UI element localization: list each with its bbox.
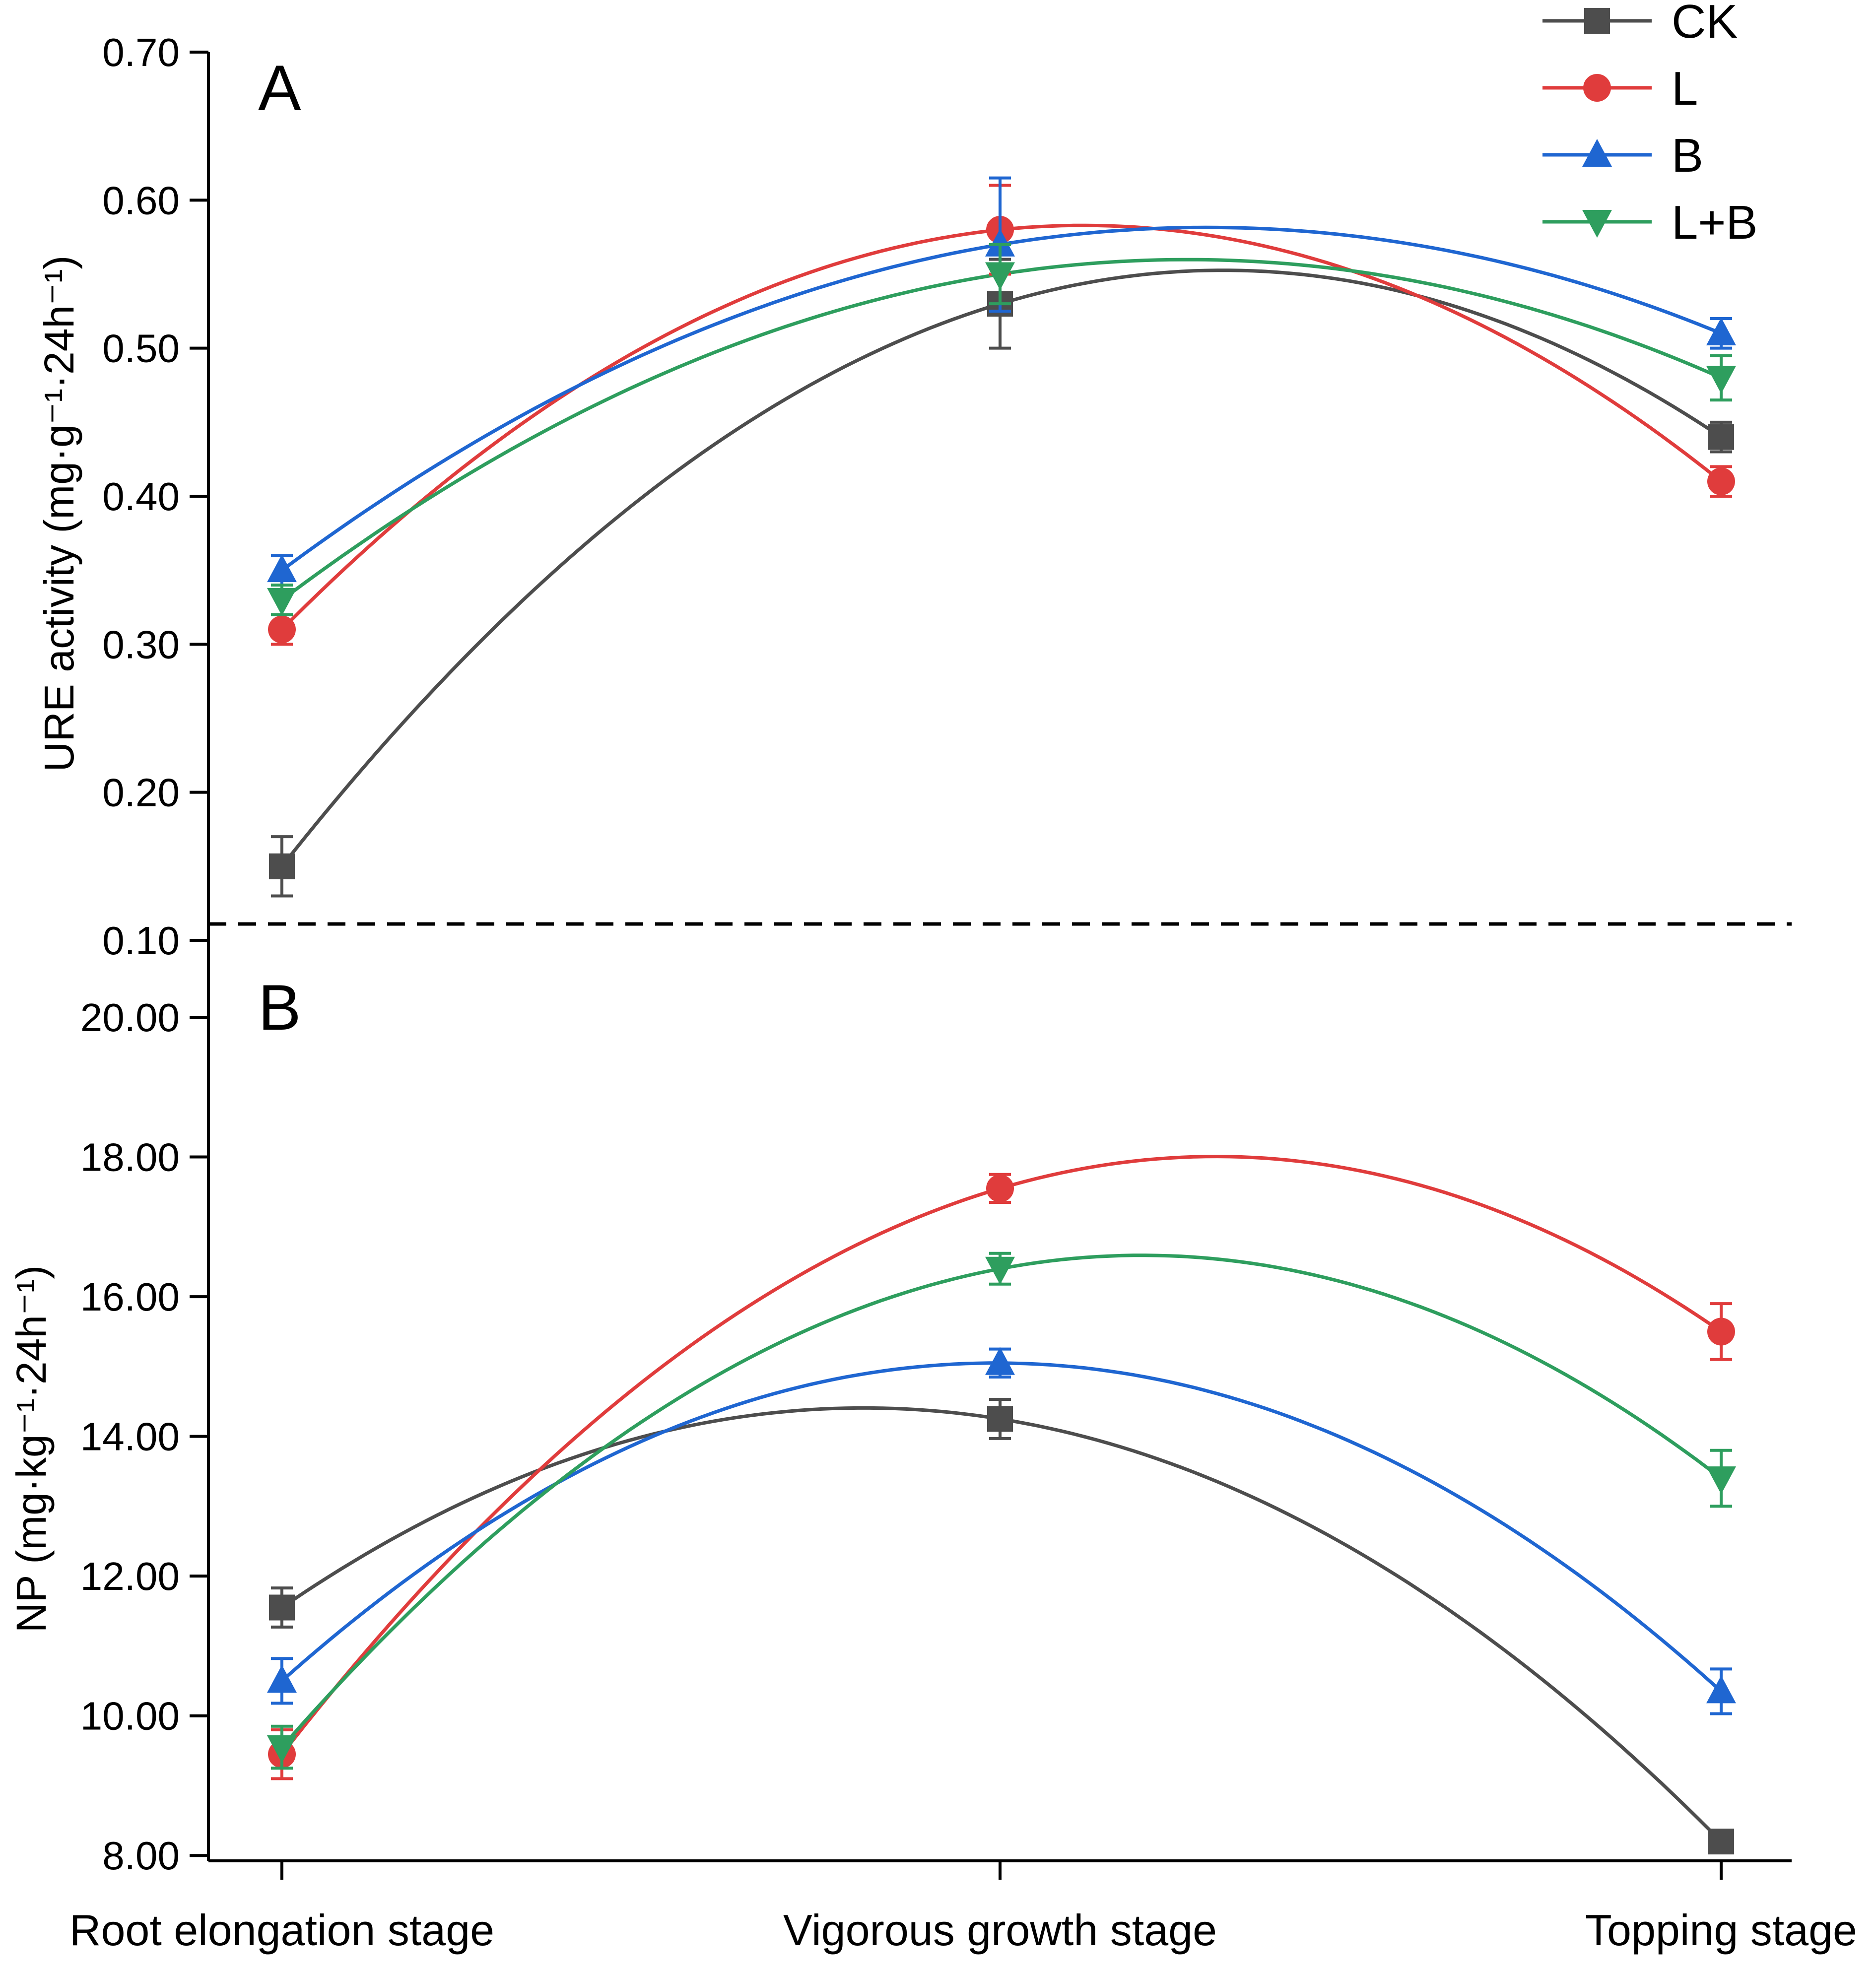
series-line-l-plus-b-panel-b (280, 1253, 1723, 1749)
series-line-l-panel-b (280, 1155, 1722, 1756)
y-tick-label-panel-a: 0.60 (102, 178, 180, 222)
data-point-ck-vigorous-growth-stage-panel-b (987, 1406, 1013, 1432)
x-category-label-topping: Topping stage (1585, 1906, 1857, 1955)
labels: A B URE activity (mg·g⁻¹·24h⁻¹) NP (mg·k… (8, 52, 1857, 1955)
series-line-ck-panel-a (280, 268, 1722, 867)
data-point-b-topping-stage-panel-b (1706, 1675, 1736, 1704)
x-category-label-vigorous-growth: Vigorous growth stage (783, 1906, 1217, 1955)
data-point-b-topping-stage-panel-a (1706, 317, 1736, 345)
data-point-l-plus-b-vigorous-growth-stage-panel-b (985, 1256, 1015, 1285)
y-axis-title-ure: URE activity (mg·g⁻¹·24h⁻¹) (36, 256, 82, 772)
y-tick-label-panel-b: 12.00 (80, 1554, 180, 1598)
data-point-b-root-elongation-stage-panel-b (267, 1665, 297, 1693)
data-point-l-plus-b-root-elongation-stage-panel-a (267, 588, 297, 616)
legend-item-b: B (1542, 129, 1703, 182)
data-point-l-plus-b-topping-stage-panel-a (1706, 366, 1736, 394)
y-tick-label-panel-b: 10.00 (80, 1694, 180, 1738)
legend-marker-ck (1584, 8, 1610, 34)
y-axis-title-np: NP (mg·kg⁻¹·24h⁻¹) (8, 1265, 55, 1633)
y-tick-label-panel-a: 0.50 (102, 327, 180, 371)
panel-b-label: B (258, 971, 301, 1044)
axes (207, 52, 1792, 1880)
legend-label-ck: CK (1672, 0, 1738, 48)
legend-label-b: B (1672, 129, 1703, 182)
legend-item-l: L (1542, 62, 1698, 115)
panel-a-label: A (258, 52, 301, 124)
data-points (267, 176, 1736, 1855)
legend-marker-l (1583, 74, 1611, 102)
series-line-ck-panel-b (281, 1406, 1723, 1843)
y-axis-ticks: 0.10 0.20 0.30 0.40 0.50 0.60 0.70 8.00 10.00 12.… (80, 30, 208, 1878)
legend-item-l-plus-b: L+B (1542, 196, 1757, 249)
legend: CK LB L+B (1542, 0, 1757, 249)
series-lines (280, 223, 1723, 1843)
y-tick-label-panel-b: 18.00 (80, 1135, 180, 1180)
legend-marker-b (1582, 139, 1612, 167)
legend-label-l-plus-b: L+B (1672, 196, 1757, 249)
data-point-l-plus-b-vigorous-growth-stage-panel-a (985, 262, 1015, 290)
data-point-ck-root-elongation-stage-panel-a (269, 853, 295, 879)
y-tick-label-panel-a: 0.20 (102, 771, 180, 815)
data-point-ck-root-elongation-stage-panel-b (269, 1594, 295, 1621)
x-category-label-root-elongation: Root elongation stage (69, 1906, 494, 1955)
y-tick-label-panel-a: 0.70 (102, 30, 180, 74)
y-tick-label-panel-a: 0.10 (102, 919, 180, 963)
legend-marker-l-plus-b (1582, 210, 1612, 238)
data-point-ck-topping-stage-panel-a (1708, 424, 1734, 450)
y-tick-label-panel-b: 14.00 (80, 1415, 180, 1459)
data-point-b-vigorous-growth-stage-panel-a (985, 228, 1015, 257)
data-point-l-topping-stage-panel-a (1707, 467, 1735, 496)
data-point-b-root-elongation-stage-panel-a (267, 554, 297, 583)
data-point-l-vigorous-growth-stage-panel-b (986, 1174, 1014, 1202)
y-tick-label-panel-b: 8.00 (102, 1834, 180, 1878)
legend-label-l: L (1672, 62, 1698, 115)
data-point-l-root-elongation-stage-panel-a (268, 615, 296, 644)
y-tick-label-panel-b: 20.00 (80, 995, 180, 1040)
data-point-l-plus-b-root-elongation-stage-panel-b (267, 1735, 297, 1764)
y-tick-label-panel-a: 0.30 (102, 622, 180, 666)
y-tick-label-panel-a: 0.40 (102, 474, 180, 519)
data-point-b-vigorous-growth-stage-panel-b (985, 1347, 1015, 1375)
data-point-l-plus-b-topping-stage-panel-b (1706, 1466, 1736, 1495)
data-point-ck-topping-stage-panel-b (1708, 1829, 1734, 1855)
legend-item-ck: CK (1542, 0, 1738, 48)
y-tick-label-panel-b: 16.00 (80, 1275, 180, 1319)
data-point-l-topping-stage-panel-b (1707, 1317, 1735, 1346)
